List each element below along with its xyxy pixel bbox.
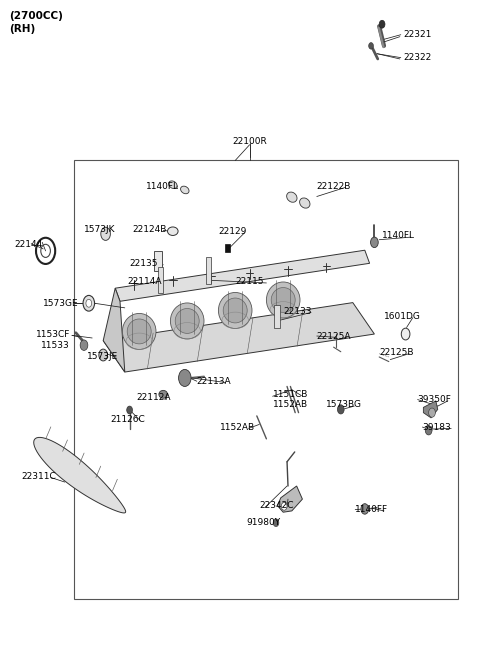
Text: 1573JK: 1573JK	[84, 225, 116, 234]
Text: 1153CF: 1153CF	[36, 329, 71, 339]
Circle shape	[337, 405, 344, 414]
Circle shape	[371, 237, 378, 248]
Text: 22133: 22133	[283, 307, 312, 316]
Text: 22122B: 22122B	[317, 181, 351, 191]
Text: 1573GE: 1573GE	[43, 299, 79, 308]
Text: 1140FL: 1140FL	[146, 181, 180, 191]
Bar	[154, 251, 162, 271]
Circle shape	[369, 43, 373, 49]
Bar	[274, 305, 280, 328]
Ellipse shape	[168, 181, 177, 189]
Polygon shape	[34, 438, 126, 513]
Text: 1573JE: 1573JE	[87, 352, 119, 362]
Polygon shape	[103, 303, 374, 372]
Bar	[74, 160, 458, 599]
Text: 22114A: 22114A	[127, 277, 162, 286]
Circle shape	[86, 299, 92, 307]
Ellipse shape	[287, 192, 297, 202]
Text: 22125A: 22125A	[317, 331, 351, 341]
Text: 21126C: 21126C	[110, 415, 145, 424]
Text: 1152AB: 1152AB	[273, 400, 308, 409]
Ellipse shape	[175, 309, 199, 333]
Text: 11533: 11533	[41, 341, 70, 350]
Text: 91980Y: 91980Y	[246, 517, 280, 527]
Text: 22322: 22322	[403, 53, 432, 62]
Ellipse shape	[271, 288, 295, 312]
Text: 22113A: 22113A	[197, 377, 231, 386]
Text: (2700CC): (2700CC)	[10, 11, 63, 22]
Circle shape	[101, 227, 110, 240]
Polygon shape	[277, 486, 302, 512]
Text: 22115: 22115	[235, 277, 264, 286]
Circle shape	[425, 426, 432, 435]
Circle shape	[179, 369, 191, 386]
Text: 1152AB: 1152AB	[220, 422, 255, 432]
Circle shape	[281, 502, 287, 510]
Text: 22100R: 22100R	[232, 137, 267, 146]
Ellipse shape	[168, 227, 178, 235]
Circle shape	[99, 349, 108, 361]
Ellipse shape	[127, 319, 151, 344]
Circle shape	[361, 504, 369, 514]
Text: 1151CB: 1151CB	[273, 390, 308, 399]
Text: 22125B: 22125B	[379, 348, 414, 357]
Circle shape	[401, 328, 410, 340]
Circle shape	[379, 20, 385, 28]
Circle shape	[80, 340, 88, 350]
Ellipse shape	[180, 186, 189, 194]
Polygon shape	[103, 288, 125, 372]
Circle shape	[429, 408, 435, 417]
Ellipse shape	[218, 292, 252, 328]
Ellipse shape	[122, 314, 156, 350]
Circle shape	[83, 295, 95, 311]
Text: 39183: 39183	[422, 422, 451, 432]
Ellipse shape	[223, 298, 247, 323]
Text: 1140FF: 1140FF	[355, 505, 388, 514]
Text: 22112A: 22112A	[137, 393, 171, 402]
Bar	[158, 267, 163, 293]
Text: 1573BG: 1573BG	[326, 400, 362, 409]
Polygon shape	[115, 250, 370, 301]
Circle shape	[127, 406, 132, 414]
Text: 22321: 22321	[403, 30, 432, 39]
Bar	[225, 244, 230, 252]
Circle shape	[273, 519, 279, 527]
Ellipse shape	[266, 282, 300, 318]
Ellipse shape	[300, 198, 310, 208]
Text: 22124B: 22124B	[132, 225, 167, 234]
Text: 22342C: 22342C	[259, 501, 294, 510]
Ellipse shape	[159, 390, 168, 398]
Text: 22144: 22144	[14, 240, 43, 249]
Text: (RH): (RH)	[10, 24, 36, 34]
Text: 1140FL: 1140FL	[382, 231, 415, 240]
Ellipse shape	[170, 303, 204, 339]
Text: 22135: 22135	[130, 259, 158, 268]
Text: 39350F: 39350F	[418, 395, 452, 404]
Text: 1601DG: 1601DG	[384, 312, 421, 321]
Text: 22311C: 22311C	[22, 472, 56, 481]
Bar	[206, 257, 211, 284]
Polygon shape	[423, 401, 438, 418]
Text: 22129: 22129	[218, 227, 247, 236]
